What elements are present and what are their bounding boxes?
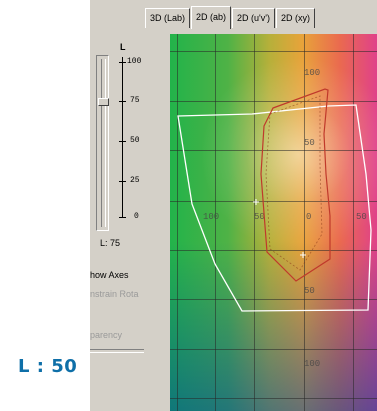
transparency-label: parency — [90, 330, 123, 340]
scale-tick — [119, 101, 126, 102]
show-axes-option[interactable]: how Axes — [90, 270, 129, 280]
lightness-slider[interactable] — [96, 55, 109, 231]
inner-gamut-trace — [265, 95, 323, 271]
scale-tick — [119, 141, 126, 142]
white-point-marker — [253, 199, 259, 205]
scale-label-50: 50 — [130, 136, 140, 145]
tab-2d-uv[interactable]: 2D (u'v') — [232, 8, 275, 28]
gamut-overlay — [177, 88, 372, 312]
tab-2d-xy[interactable]: 2D (xy) — [275, 8, 315, 28]
grid-line — [170, 398, 377, 399]
tab-2d-ab[interactable]: 2D (ab) — [191, 6, 232, 29]
grid-line — [215, 34, 216, 411]
lightness-caption: L : 50 — [18, 356, 78, 377]
grid-line — [254, 34, 255, 411]
grid-line — [170, 51, 377, 52]
scale-label-0: 0 — [134, 212, 139, 221]
axis-label-b-neg100: 100 — [304, 359, 321, 369]
grid-line — [170, 250, 377, 251]
device-gamut-outline — [260, 88, 331, 282]
scale-tick — [119, 181, 126, 182]
scale-label-25: 25 — [130, 176, 140, 185]
scale-tick — [119, 62, 126, 63]
axis-label-b100: 100 — [304, 68, 321, 78]
constrain-rotation-option[interactable]: nstrain Rota — [90, 289, 139, 299]
axis-label-b50: 50 — [304, 138, 315, 148]
ab-color-plot[interactable]: 100 50 100 50 0 50 50 100 — [170, 34, 377, 411]
grid-line — [353, 34, 354, 411]
reference-gamut-outline — [177, 104, 372, 312]
slider-groove — [101, 59, 106, 227]
grid-line — [170, 101, 377, 102]
grid-line — [177, 34, 178, 411]
axis-label-b-neg50: 50 — [304, 286, 315, 296]
axis-label-a-neg50: 50 — [254, 212, 265, 222]
grid-line — [170, 201, 377, 202]
tab-3d-lab[interactable]: 3D (Lab) — [145, 8, 191, 28]
slider-thumb[interactable] — [98, 98, 109, 106]
scale-tick — [119, 217, 126, 218]
grid-line — [170, 150, 377, 151]
scale-label-75: 75 — [130, 96, 140, 105]
scale-label-100: 100 — [127, 57, 142, 66]
grid-line — [170, 299, 377, 300]
grid-line — [170, 349, 377, 350]
lightness-value-readout: L: 75 — [100, 238, 121, 248]
view-tabs: 3D (Lab) 2D (ab) 2D (u'v') 2D (xy) — [145, 6, 316, 29]
lightness-scale-line — [122, 57, 123, 218]
lightness-axis-label: L — [120, 42, 126, 52]
gamut-viewer-panel: 3D (Lab) 2D (ab) 2D (u'v') 2D (xy) L 100… — [90, 0, 377, 411]
sample-point-marker — [300, 252, 306, 258]
transparency-slider-rule[interactable] — [90, 349, 144, 353]
grid-line — [304, 34, 305, 411]
axis-label-a-neg100: 100 — [203, 212, 220, 222]
axis-label-a0: 0 — [306, 212, 312, 222]
axis-label-a50: 50 — [356, 212, 367, 222]
